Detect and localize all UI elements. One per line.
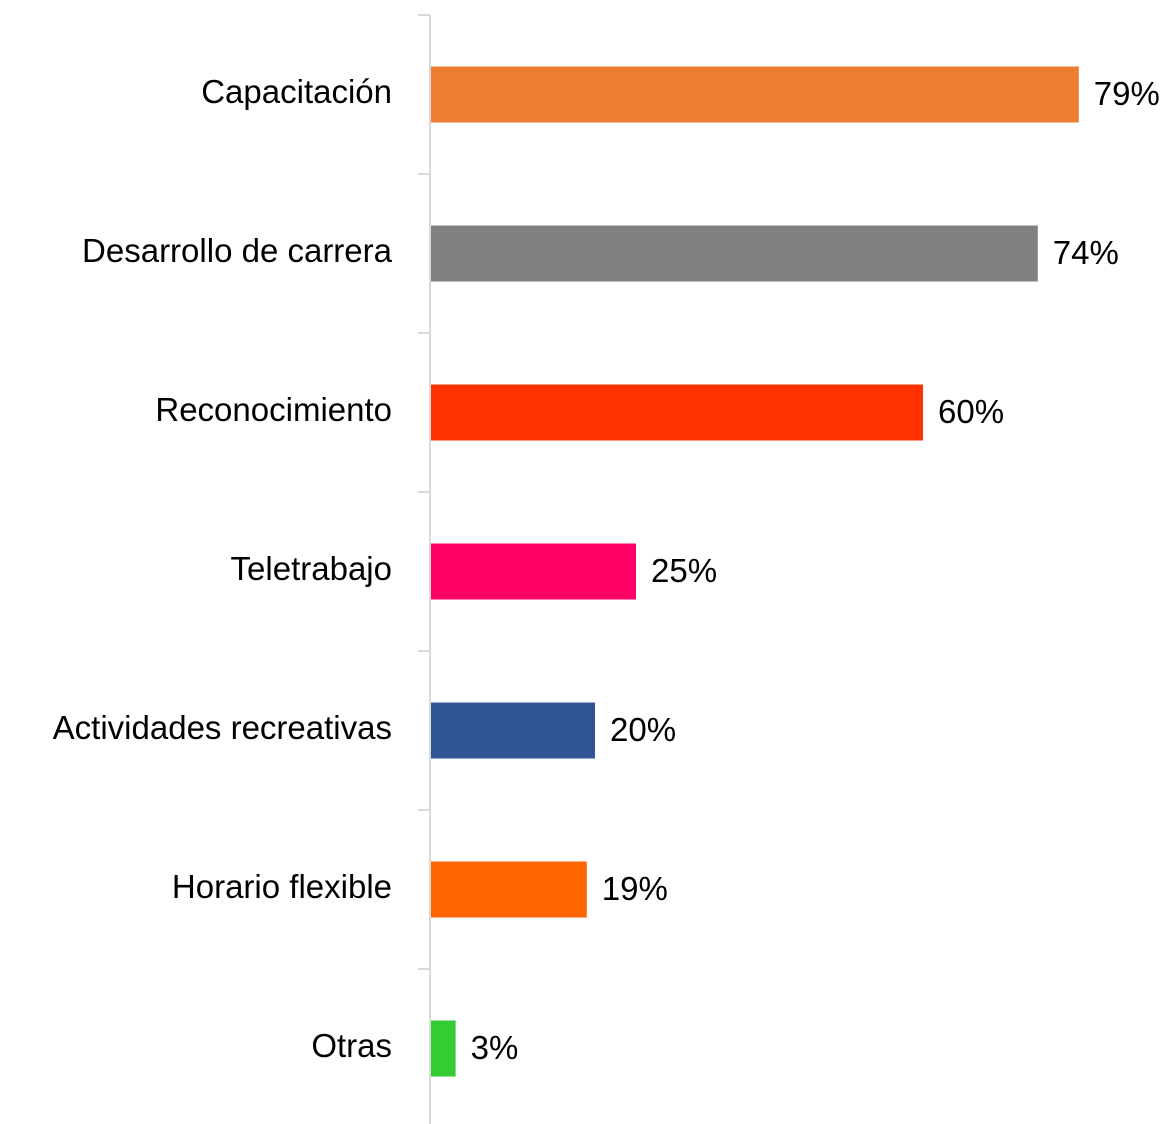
- category-label: Otras: [311, 1027, 392, 1064]
- value-label: 20%: [610, 711, 676, 748]
- bar: [431, 225, 1038, 282]
- value-label: 74%: [1053, 234, 1119, 271]
- bar: [431, 384, 923, 441]
- value-label: 25%: [651, 552, 717, 589]
- bar: [431, 543, 636, 600]
- bar: [431, 1020, 456, 1077]
- category-label: Desarrollo de carrera: [82, 232, 393, 269]
- value-label: 79%: [1094, 75, 1160, 112]
- category-label: Horario flexible: [172, 868, 392, 905]
- value-label: 3%: [471, 1029, 519, 1066]
- bar: [431, 66, 1079, 123]
- value-label: 60%: [938, 393, 1004, 430]
- category-label: Actividades recreativas: [53, 709, 392, 746]
- bar: [431, 861, 587, 918]
- category-label: Reconocimiento: [155, 391, 392, 428]
- value-label: 19%: [602, 870, 668, 907]
- category-label: Capacitación: [201, 73, 392, 110]
- bar: [431, 702, 595, 759]
- category-label: Teletrabajo: [231, 550, 392, 587]
